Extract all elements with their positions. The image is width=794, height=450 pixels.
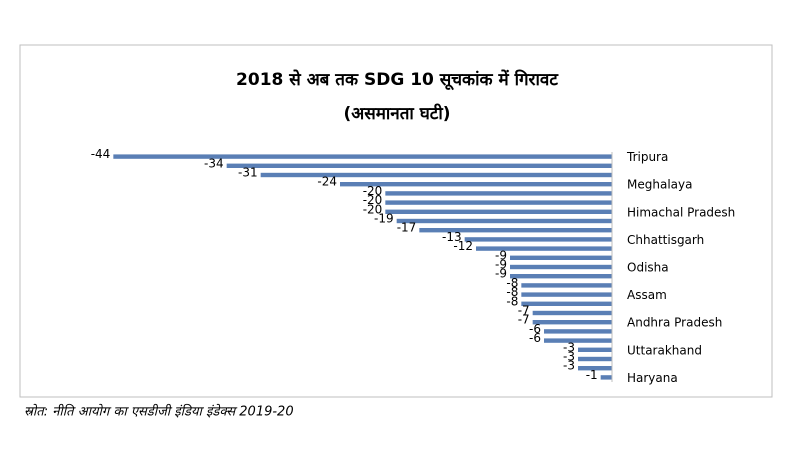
data-label: -1	[586, 368, 598, 382]
bar	[521, 292, 612, 297]
bar	[510, 274, 612, 279]
y-tick-label: Tripura	[626, 150, 668, 164]
bar	[396, 218, 612, 224]
bar	[385, 200, 612, 205]
data-label: -44	[91, 147, 111, 161]
bar	[113, 154, 612, 159]
y-tick-label: Uttarakhand	[627, 343, 702, 357]
y-tick-label: Assam	[627, 288, 667, 302]
data-label: -6	[529, 331, 541, 345]
bar	[385, 209, 612, 214]
y-tick-label: Chhattisgarh	[627, 233, 704, 247]
bar	[544, 329, 612, 334]
data-label: -20	[363, 202, 383, 216]
data-label: -20	[363, 193, 383, 207]
bar	[226, 163, 612, 168]
data-label: -9	[495, 258, 507, 272]
bar	[340, 182, 612, 187]
data-label: -12	[453, 239, 473, 253]
data-label: -8	[506, 285, 518, 299]
y-tick-label: Haryana	[627, 371, 678, 385]
source-note: स्रोत: नीति आयोग का एसडीजी इंडिया इंडेक्…	[24, 404, 294, 420]
data-label: -19	[374, 212, 394, 226]
bar	[521, 301, 612, 306]
data-label: -3	[563, 340, 575, 354]
bar	[510, 255, 612, 260]
bar	[532, 320, 612, 325]
data-label: -8	[506, 294, 518, 308]
y-tick-label: Meghalaya	[627, 178, 692, 192]
data-label: -34	[204, 156, 224, 170]
bar	[578, 356, 612, 362]
bar	[578, 366, 612, 371]
bar	[464, 237, 612, 242]
data-label: -20	[363, 184, 383, 198]
bar	[521, 283, 612, 288]
bar	[544, 338, 612, 343]
chart-title: 2018 से अब तक SDG 10 सूचकांक में गिरावट	[236, 69, 559, 91]
data-label: -3	[563, 350, 575, 364]
chart-frame	[19, 44, 773, 398]
bar	[532, 310, 612, 316]
bar	[476, 246, 612, 251]
chart-subtitle: (असमानता घटी)	[343, 103, 450, 124]
data-label: -17	[397, 221, 417, 235]
data-label: -8	[506, 276, 518, 290]
data-label: -9	[495, 267, 507, 281]
bar	[419, 228, 612, 233]
data-label: -9	[495, 248, 507, 262]
y-tick-label: Odisha	[627, 261, 669, 275]
data-label: -13	[442, 230, 462, 244]
bar	[578, 347, 612, 352]
bar	[600, 375, 612, 380]
y-tick-label: Himachal Pradesh	[627, 205, 735, 219]
bar	[510, 264, 612, 270]
data-label: -24	[317, 175, 337, 189]
data-label: -7	[518, 304, 530, 318]
data-label: -31	[238, 166, 258, 180]
data-label: -3	[563, 359, 575, 373]
y-tick-label: Andhra Pradesh	[627, 316, 722, 330]
bar	[260, 172, 612, 178]
bar	[385, 191, 612, 196]
data-label: -6	[529, 322, 541, 336]
data-label: -7	[518, 313, 530, 327]
